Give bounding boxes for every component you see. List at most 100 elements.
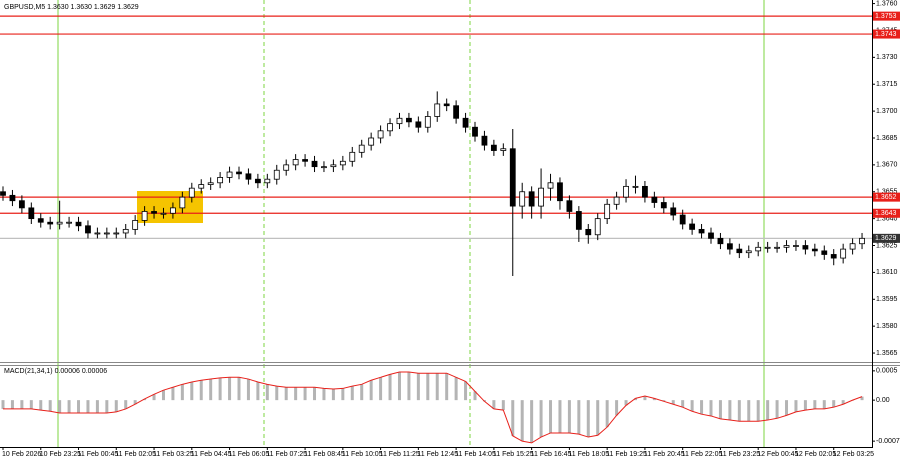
macd-bar <box>360 384 364 401</box>
price-badge <box>873 11 900 21</box>
candle-body <box>122 228 129 234</box>
x-tick-label: 12 Feb 03:25 <box>833 451 874 458</box>
macd-bar <box>718 400 722 419</box>
macd-bar <box>114 400 118 412</box>
macd-bar <box>171 387 175 401</box>
macd-bar <box>785 400 789 416</box>
x-tick-label: 11 Feb 20:45 <box>644 451 685 458</box>
y-tick-label: 1.3595 <box>876 296 898 303</box>
candle-body <box>557 182 563 202</box>
macd-bar <box>633 398 637 401</box>
candle-body <box>443 103 450 107</box>
price-badge-label: 1.3629 <box>875 235 897 242</box>
macd-bar <box>133 400 137 405</box>
candle-body <box>755 246 762 252</box>
macd-bar <box>841 400 845 405</box>
candle-body <box>85 225 91 234</box>
candle-body <box>566 200 573 212</box>
candle-body <box>113 232 120 235</box>
candle-body <box>547 182 554 189</box>
price-badge <box>873 192 900 202</box>
x-tick-label: 11 Feb 06:05 <box>229 451 270 458</box>
macd-bar <box>747 400 751 422</box>
candle-body <box>94 232 101 235</box>
macd-bar <box>265 384 269 401</box>
macd-bar <box>86 400 90 414</box>
candle-body <box>793 245 799 247</box>
x-tick-label: 11 Feb 04:45 <box>191 451 232 458</box>
candle-body <box>764 246 771 249</box>
macd-bar <box>95 400 99 414</box>
macd-bar <box>813 400 817 409</box>
macd-bar <box>624 400 628 406</box>
candle-body <box>481 135 488 146</box>
candle-body <box>415 121 422 128</box>
x-tick-label: 12 Feb 00:45 <box>757 451 798 458</box>
candle-body <box>330 164 337 168</box>
plot-layer <box>0 15 872 444</box>
candle-body <box>47 221 54 225</box>
candle-body <box>689 223 696 230</box>
candle-body <box>75 221 82 227</box>
candle-body <box>151 211 157 214</box>
macd-bar <box>567 400 571 433</box>
y-tick-label: 1.3730 <box>876 54 898 61</box>
x-tick-label: 10 Feb 23:25 <box>40 451 81 458</box>
x-tick-label: 11 Feb 03:25 <box>153 451 194 458</box>
candle-body <box>651 196 658 203</box>
candle-body <box>519 191 526 207</box>
macd-bar <box>124 400 128 409</box>
candle-body <box>642 185 648 198</box>
candle-body <box>170 207 176 214</box>
chart-title: GBPUSD,M5 1.3630 1.3630 1.3629 1.3629 <box>4 4 139 11</box>
candle-body <box>424 116 431 128</box>
macd-bar <box>397 372 401 401</box>
macd-bar <box>284 387 288 401</box>
macd-bar <box>435 373 439 401</box>
candle-body <box>141 211 148 221</box>
candle-body <box>37 218 44 223</box>
macd-bar <box>454 377 458 401</box>
macd-bar <box>520 400 524 442</box>
candle-body <box>188 187 195 198</box>
macd-bar <box>530 400 534 443</box>
candle-body <box>660 202 667 209</box>
macd-bar <box>39 400 43 411</box>
candle-body <box>453 105 460 119</box>
x-tick-label: 11 Feb 00:45 <box>78 451 119 458</box>
macd-bar <box>379 377 383 401</box>
candle-body <box>849 243 856 250</box>
y-tick-label: 1.3565 <box>876 350 898 357</box>
macd-bar <box>77 400 81 414</box>
signal-line <box>3 371 863 444</box>
candle-body <box>632 185 639 188</box>
macd-bar <box>275 386 279 401</box>
x-tick-label: 11 Feb 10:05 <box>342 451 383 458</box>
y-tick-label: 1.3655 <box>876 189 898 196</box>
candle-body <box>698 228 705 234</box>
macd-bar <box>199 380 203 401</box>
candle-body <box>56 221 63 225</box>
indicator-title: MACD(21,34,1) 0.00006 0.00006 <box>4 368 107 375</box>
macd-bar <box>709 400 713 416</box>
macd-bar <box>322 388 326 401</box>
macd-bar <box>794 400 798 412</box>
macd-bar <box>464 381 468 401</box>
candle-body <box>254 178 261 184</box>
macd-bar <box>690 400 694 412</box>
macd-bar <box>558 400 562 433</box>
candle-body <box>623 185 629 198</box>
macd-bar <box>643 396 647 401</box>
x-tick-label: 10 Feb 2026 <box>2 451 41 458</box>
price-badge-label: 1.3643 <box>875 210 897 217</box>
macd-bar <box>671 400 675 405</box>
macd-bar <box>700 400 704 415</box>
macd-bar <box>209 379 213 401</box>
x-tick-label: 11 Feb 18:05 <box>568 451 609 458</box>
candle-body <box>840 248 847 259</box>
macd-bar <box>228 377 232 401</box>
candle-body <box>774 246 780 249</box>
candle-body <box>679 214 686 225</box>
macd-bar <box>501 400 505 411</box>
